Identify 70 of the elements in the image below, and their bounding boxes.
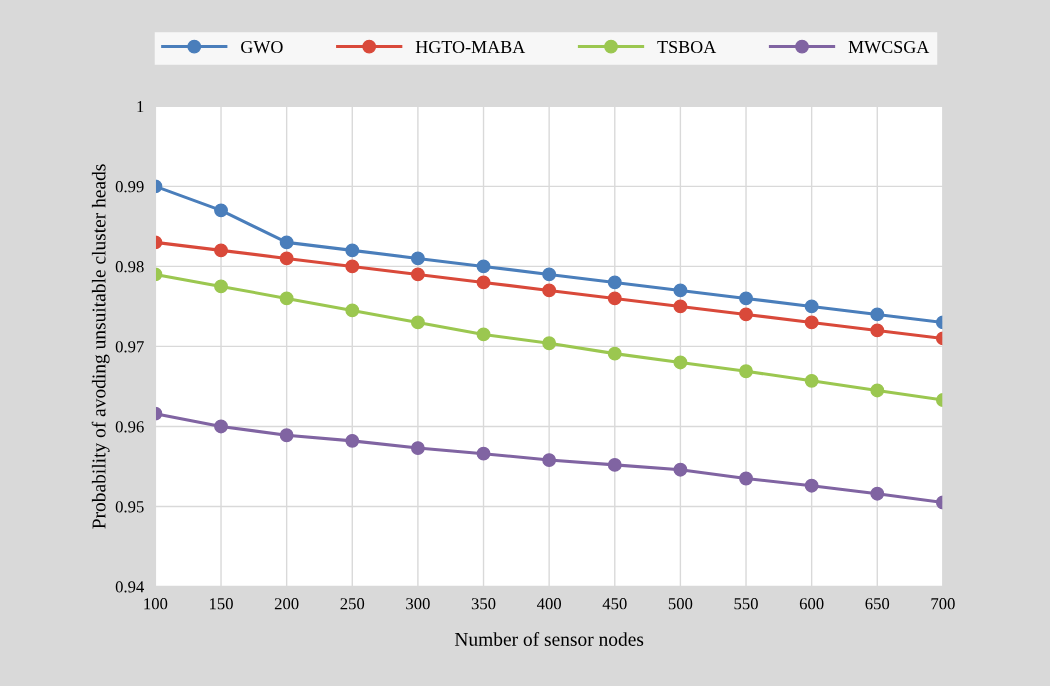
x-tick-label: 200 [274, 598, 299, 610]
y-tick-label: 0.98 [115, 261, 144, 273]
y-tick-label: 0.99 [115, 181, 144, 193]
point [345, 433, 360, 448]
point [607, 346, 622, 361]
point [673, 462, 688, 477]
point [345, 243, 360, 258]
legend-label: TSBOA [657, 40, 717, 54]
point [410, 267, 425, 282]
y-tick-label: 0.95 [115, 501, 144, 513]
point [410, 441, 425, 456]
x-tick-label: 500 [668, 598, 693, 610]
y-tick-label: 1 [137, 101, 144, 113]
point [476, 446, 491, 461]
point [870, 307, 885, 322]
point [345, 303, 360, 318]
y-tick-label: 0.94 [115, 581, 145, 593]
point [673, 299, 688, 314]
point [739, 471, 753, 486]
point [607, 275, 622, 290]
point [279, 291, 294, 306]
point [279, 235, 294, 250]
point [870, 383, 885, 398]
point [476, 259, 491, 274]
point [476, 275, 491, 290]
point [214, 203, 228, 218]
point [804, 373, 819, 388]
x-axis-title: Number of sensor nodes [454, 632, 644, 646]
x-tick-label: 300 [406, 598, 430, 610]
legend-label: HGTO-MABA [415, 40, 526, 54]
point [739, 291, 753, 306]
point [804, 478, 819, 493]
point [607, 457, 622, 472]
x-tick-label: 400 [536, 598, 562, 610]
y-axis-title: Probability of avoding unsuitable cluster heads [91, 164, 110, 529]
x-tick-label: 700 [931, 598, 955, 610]
point [542, 283, 557, 298]
point [607, 291, 622, 306]
x-tick-label: 450 [602, 598, 627, 610]
x-tick-label: 250 [340, 598, 365, 610]
point [542, 336, 557, 351]
point [542, 453, 557, 468]
y-tick-label: 0.96 [115, 421, 144, 433]
point [739, 364, 753, 379]
x-tick-label: 100 [144, 598, 168, 610]
x-tick-label: 600 [799, 598, 824, 610]
point [279, 251, 294, 266]
point [214, 243, 228, 258]
point [476, 327, 491, 342]
point [345, 259, 360, 274]
point [804, 315, 819, 330]
point [673, 355, 688, 370]
point [804, 299, 819, 314]
point [739, 307, 753, 322]
x-tick-label: 650 [865, 598, 890, 610]
point [279, 428, 294, 443]
legend-label: MWCSGA [848, 40, 930, 54]
point [673, 283, 688, 298]
point [410, 315, 425, 330]
legend-label: GWO [241, 40, 283, 54]
x-tick-label: 350 [471, 598, 496, 610]
y-tick-label: 0.97 [115, 341, 144, 353]
point [214, 419, 228, 434]
x-tick-label: 550 [734, 598, 758, 610]
point [870, 323, 885, 338]
point [870, 486, 885, 501]
point [410, 251, 425, 266]
point [214, 279, 228, 294]
point [542, 267, 557, 282]
x-tick-label: 150 [209, 598, 233, 610]
